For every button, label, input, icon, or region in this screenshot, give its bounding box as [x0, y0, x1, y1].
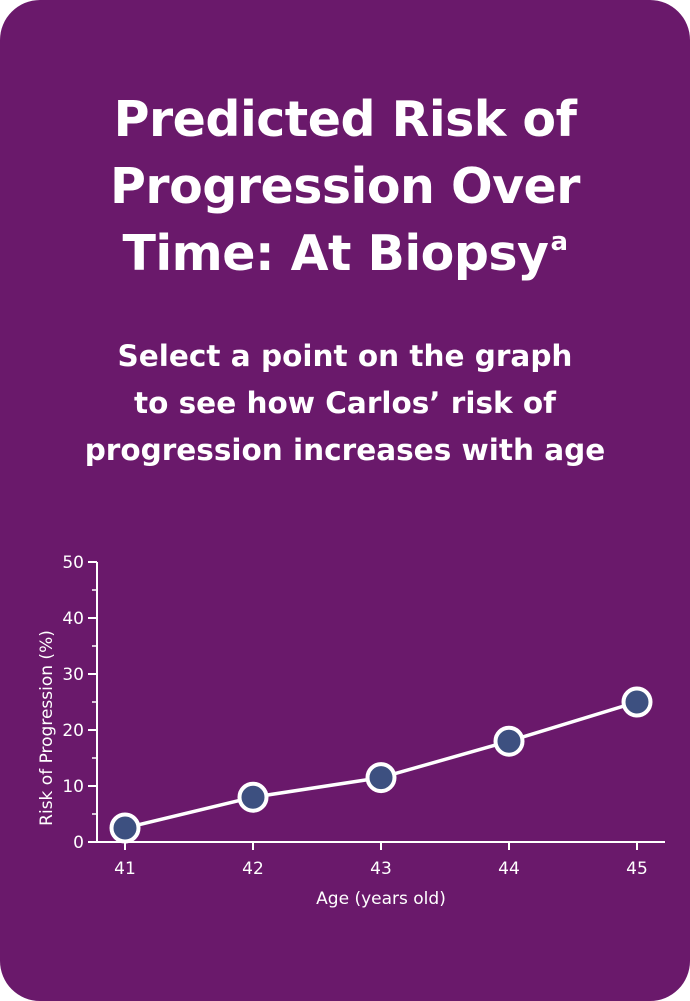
y-tick-label: 40 — [62, 609, 84, 629]
y-tick-label: 10 — [62, 777, 84, 797]
data-point-age-42[interactable] — [237, 781, 269, 813]
x-tick-label: 43 — [370, 859, 392, 879]
instruction-line-2: to see how Carlos’ risk of — [133, 386, 556, 420]
chart-points[interactable] — [109, 686, 653, 844]
risk-line-chart: 0 10 20 30 40 50 41 42 43 44 45 Age (years old) R… — [37, 553, 665, 909]
y-tick-label: 30 — [62, 665, 84, 685]
data-point-age-44[interactable] — [493, 725, 525, 757]
y-tick-label: 50 — [62, 553, 84, 573]
title-line-1: Predicted Risk of — [113, 91, 577, 148]
title-line-2: Progression Over — [110, 158, 580, 215]
instruction-line-1: Select a point on the graph — [117, 339, 573, 373]
y-axis-ticks: 0 10 20 30 40 50 — [62, 553, 97, 853]
x-tick-label: 44 — [498, 859, 520, 879]
chart-axes — [96, 562, 665, 843]
data-point-age-41[interactable] — [109, 812, 141, 844]
y-tick-label: 0 — [73, 833, 84, 853]
data-point-age-43[interactable] — [365, 762, 397, 794]
instruction-line-3: progression increases with age — [84, 433, 606, 467]
title-line-3: Time: At Biopsy — [122, 225, 549, 282]
title-footnote-marker: a — [550, 227, 569, 257]
card-title: Predicted Risk of Progression Over Time:… — [40, 86, 650, 287]
card-instructions: Select a point on the graph to see how C… — [40, 333, 650, 474]
x-tick-label: 41 — [114, 859, 136, 879]
y-axis-label: Risk of Progression (%) — [37, 630, 57, 826]
data-point-age-45[interactable] — [621, 686, 653, 718]
x-axis-ticks: 41 42 43 44 45 — [114, 842, 648, 879]
x-axis-label: Age (years old) — [316, 889, 446, 909]
y-tick-label: 20 — [62, 721, 84, 741]
x-tick-label: 42 — [242, 859, 264, 879]
x-tick-label: 45 — [626, 859, 648, 879]
